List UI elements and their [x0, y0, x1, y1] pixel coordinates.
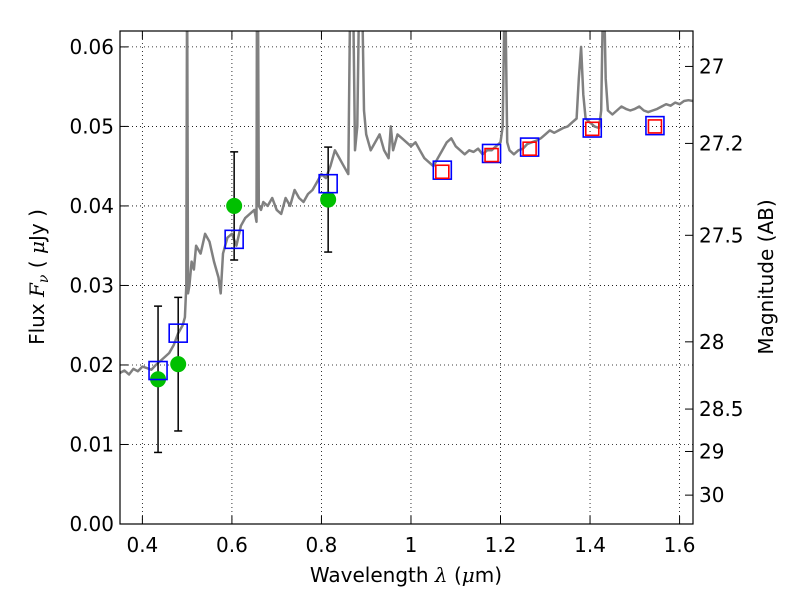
model-square-blue: [148, 360, 168, 381]
y-tick-label: 0.00: [69, 512, 114, 536]
x-tick-label: 1.2: [485, 533, 517, 557]
model-square-blue: [318, 173, 338, 194]
model-square-blue: [224, 229, 244, 250]
y-axis-label: Flux Fν ( μJy ): [25, 209, 52, 345]
model-square-blue: [432, 160, 453, 180]
plot-frame: [119, 30, 694, 525]
tick-layer: 0.4 0.6 0.8 1 1.2 1.4 1.6 0.00 0.01 0.02 0.03 0.04 0…: [69, 31, 744, 557]
x-tick-label: 0.8: [306, 533, 338, 557]
model-square-red: [484, 147, 499, 163]
model-square-red: [435, 164, 450, 180]
model-square-blue: [582, 118, 603, 138]
x-tick-label: 1.4: [574, 533, 606, 557]
photometry-point: [226, 197, 243, 214]
y-tick-label: 0.04: [69, 194, 114, 218]
model-square-blue: [519, 137, 540, 157]
right-tick-label: 30: [699, 483, 724, 507]
x-axis-label: Wavelength λ (μm): [310, 563, 502, 587]
x-tick-label: 1: [405, 533, 418, 557]
x-tick-label: 0.6: [216, 533, 248, 557]
y-tick-label: 0.02: [69, 353, 114, 377]
right-tick-label: 28.5: [699, 397, 744, 421]
photometry-point: [320, 191, 337, 208]
photometry-point: [170, 356, 187, 373]
y-tick-label: 0.03: [69, 273, 114, 297]
plot-area: [120, 31, 693, 454]
model-square-blue: [481, 143, 502, 164]
right-tick-label: 28: [699, 330, 724, 354]
y-tick-label: 0.01: [69, 432, 114, 456]
model-square-red: [647, 119, 663, 134]
model-square-red: [584, 121, 600, 137]
y-tick-label: 0.05: [69, 114, 114, 138]
y-tick-label: 0.06: [69, 35, 114, 59]
right-tick-label: 27: [699, 54, 724, 78]
x-tick-label: 0.4: [126, 533, 158, 557]
model-square-red: [522, 141, 537, 156]
model-square-blue: [645, 115, 665, 136]
right-tick-label: 27.2: [699, 131, 744, 155]
model-square-blue: [168, 323, 188, 343]
x-tick-label: 1.6: [664, 533, 696, 557]
right-axis-label: Magnitude (AB): [754, 199, 778, 354]
right-tick-label: 27.5: [699, 223, 744, 247]
right-tick-label: 29: [699, 439, 724, 463]
spectrum-line: [120, 31, 693, 376]
